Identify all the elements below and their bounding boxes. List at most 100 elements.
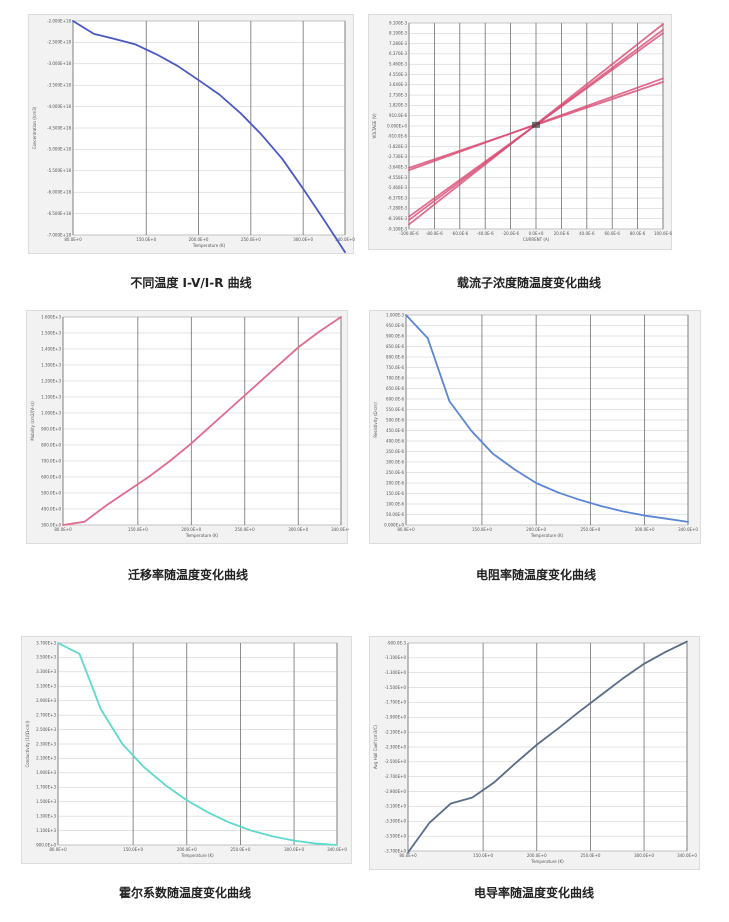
x-axis-label: Temperature (K) [530,859,564,864]
x-axis-label: Temperature (K) [192,243,226,248]
y-tick-label: -4.550E-3 [388,175,408,180]
chart-caption-c6: 电导率随温度变化曲线 [473,886,594,900]
y-tick-label: 500.0E-6 [386,417,404,422]
chart-c1: -2.000E+18 -2.500E+18 -3.000E+18 -3.500E+18… [32,18,355,254]
y-tick-label: 900.0E-6 [386,333,404,338]
chart-caption-c2: 载流子浓度随温度变化曲线 [456,276,601,290]
y-tick-label: -3.500E+18 [47,83,71,88]
y-tick-label: 350.0E-6 [386,449,404,454]
y-tick-label: 3.700E+3 [36,640,56,645]
y-tick-label: 950.0E-6 [386,323,404,328]
x-tick-label: 340.0E+0 [678,527,698,532]
x-tick-label: 300.0E+0 [293,237,313,242]
x-tick-label: 340.0E+0 [331,527,349,532]
y-tick-label: 3.500E+3 [36,655,56,660]
y-tick-label: -7.280E-3 [388,206,408,211]
y-axis-label: VOLTAGE (V) [372,113,377,138]
y-tick-label: -6.500E+18 [47,211,71,216]
chart-panel-c3: 1.600E+3 1.500E+3 1.400E+3 1.300E+3 1.200E+3… [26,310,349,544]
y-tick-label: -2.300E+0 [385,744,407,749]
y-tick-label: -3.000E+18 [47,61,71,66]
y-tick-label: 0.000E+0 [387,123,407,128]
chart-caption-c1: 不同温度 I-V/I-R 曲线 [130,276,252,290]
x-tick-label: 80.0E+0 [49,847,67,852]
y-tick-label: 1.300E+3 [36,813,56,818]
y-tick-label: -8.190E-3 [388,216,408,221]
y-tick-label: 900.0E+0 [36,842,56,847]
y-tick-label: 500.0E+0 [41,490,61,495]
y-tick-label: 1.500E+3 [41,330,61,335]
y-tick-label: -2.700E+0 [385,774,407,779]
y-tick-label: 2.500E+3 [36,727,56,732]
chart-panel-c4: 1.000E-3 950.0E-6 900.0E-6 850.0E-6 800.0E-6… [369,310,701,544]
x-tick-label: 200.0E+0 [189,237,209,242]
y-tick-label: 7.280E-3 [389,41,407,46]
x-tick-label: -60.0E-6 [451,231,468,236]
chart-panel-c5: 3.700E+3 3.500E+3 3.300E+3 3.100E+3 2.900E+3… [21,636,352,864]
x-tick-label: 250.0E+0 [241,237,261,242]
y-tick-label: 550.0E-6 [386,407,404,412]
y-axis-label: Resistivity (Ω·cm) [373,402,378,438]
series-line-1 [62,316,342,526]
y-tick-label: 9.100E-3 [389,20,407,25]
chart-panel-c2: 9.100E-3 8.190E-3 7.280E-3 6.370E-3 5.460E-3… [368,14,672,250]
y-tick-label: 1.100E+3 [41,394,61,399]
y-tick-label: 600.0E+0 [41,474,61,479]
x-tick-label: 250.0E+0 [235,527,255,532]
y-tick-label: 0.000E+0 [384,522,404,527]
x-tick-label: 300.0E+0 [288,527,308,532]
x-tick-label: 60.0E-6 [604,231,620,236]
y-axis-label: Avg Hall Coef (cm3/C) [373,725,378,769]
x-tick-label: -20.0E-6 [502,231,519,236]
x-axis-label: Temperature (K) [180,853,214,858]
y-tick-label: 650.0E-6 [386,386,404,391]
y-tick-label: 750.0E-6 [386,365,404,370]
series-line-1 [57,642,338,846]
chart-c5: 3.700E+3 3.500E+3 3.300E+3 3.100E+3 2.900E+3… [25,640,347,858]
x-tick-label: 300.0E+0 [284,847,304,852]
x-tick-label: 200.0E+0 [181,527,201,532]
y-tick-label: 1.000E+3 [41,410,61,415]
y-tick-label: -1.700E+0 [385,700,407,705]
y-tick-label: 100.0E-6 [386,501,404,506]
y-tick-label: 2.900E+3 [36,698,56,703]
x-tick-label: 80.0E+0 [64,237,82,242]
series-line-1 [407,640,688,854]
y-tick-label: -4.000E+18 [47,104,71,109]
chart-c3: 1.600E+3 1.500E+3 1.400E+3 1.300E+3 1.200E+3… [30,314,349,538]
y-tick-label: 850.0E-6 [386,344,404,349]
y-tick-label: -5.000E+18 [47,147,71,152]
y-tick-label: 700.0E-6 [386,375,404,380]
x-tick-label: 250.0E+0 [580,853,600,858]
y-tick-label: 8.190E-3 [389,31,407,36]
y-tick-label: 1.820E-3 [389,103,407,108]
y-tick-label: -7.000E+18 [47,232,71,237]
x-tick-label: 250.0E+0 [230,847,250,852]
y-axis-label: Concentration (/cm3) [32,106,37,149]
x-tick-label: 250.0E+0 [580,527,600,532]
x-tick-label: 40.0E-6 [579,231,595,236]
x-tick-label: 80.0E-6 [630,231,646,236]
y-tick-label: -5.460E-3 [388,185,408,190]
x-axis-label: Temperature (K) [530,533,564,538]
y-tick-label: 250.0E-6 [386,470,404,475]
y-tick-label: -3.300E+0 [385,819,407,824]
y-tick-label: 2.700E+3 [36,712,56,717]
x-tick-label: 150.0E+0 [123,847,143,852]
y-tick-label: -3.500E+0 [385,833,407,838]
y-tick-label: -6.370E-3 [388,195,408,200]
y-tick-label: 6.370E-3 [389,51,407,56]
chart-c4: 1.000E-3 950.0E-6 900.0E-6 850.0E-6 800.0E-6… [373,312,698,538]
y-tick-label: 800.0E+0 [41,442,61,447]
x-tick-label: 200.0E+0 [177,847,197,852]
y-tick-label: 2.100E+3 [36,756,56,761]
x-axis-label: Temperature (K) [185,533,219,538]
y-tick-label: 300.0E+0 [41,522,61,527]
y-tick-label: 400.0E+0 [41,506,61,511]
y-tick-label: -1.300E+0 [385,670,407,675]
x-tick-label: 80.0E+0 [397,527,415,532]
y-tick-label: 3.640E-3 [389,82,407,87]
y-tick-label: -900.0E-3 [387,640,407,645]
y-tick-label: 300.0E-6 [386,459,404,464]
x-tick-label: 340.0E+0 [677,853,697,858]
